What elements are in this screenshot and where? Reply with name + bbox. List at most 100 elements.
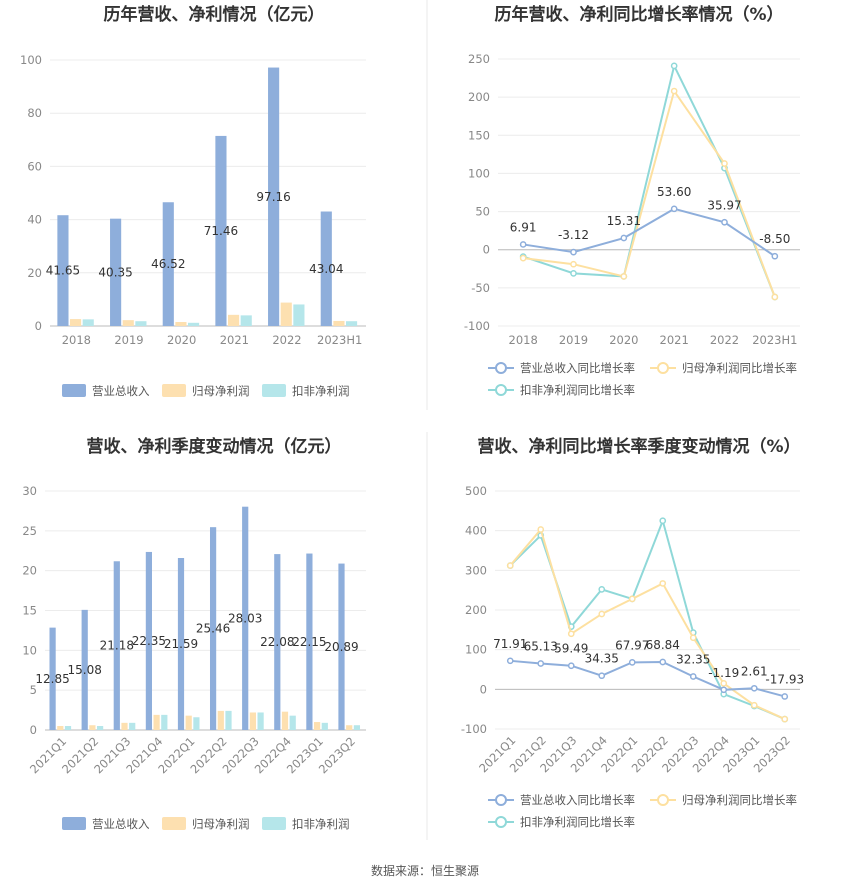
bar xyxy=(257,712,264,730)
series-line xyxy=(510,659,786,698)
chart-title-quarter-bar: 营收、净利季度变动情况（亿元） xyxy=(87,436,342,457)
chart-title-quarter-line: 营收、净利同比增长率季度变动情况（%） xyxy=(477,436,800,457)
x-tick-label: 2019 xyxy=(559,333,588,347)
point xyxy=(659,658,667,666)
legend-label: 营业总收入 xyxy=(92,384,150,398)
bar xyxy=(162,202,174,326)
legend-swatch xyxy=(162,384,186,397)
data-label: 43.04 xyxy=(309,262,343,276)
legend-label: 扣非净利润同比增长率 xyxy=(520,383,635,397)
data-label: 20.89 xyxy=(324,640,358,654)
bar xyxy=(289,715,296,730)
point xyxy=(659,580,667,587)
data-label: 59.49 xyxy=(554,642,588,656)
bar xyxy=(122,320,134,326)
data-label: 22.08 xyxy=(260,635,294,649)
y-tick-label: 0 xyxy=(483,243,490,257)
data-label: 2.61 xyxy=(741,664,768,678)
point xyxy=(689,634,697,642)
legend-marker xyxy=(495,816,507,828)
bar xyxy=(338,563,345,730)
y-tick-label: 0 xyxy=(35,319,42,333)
point xyxy=(519,241,527,248)
data-label: 21.18 xyxy=(100,639,134,653)
y-tick-label: 100 xyxy=(20,53,42,67)
legend-label: 归母净利润 xyxy=(192,384,250,398)
bar xyxy=(215,135,227,326)
y-tick-label: 30 xyxy=(22,484,37,498)
bar xyxy=(321,722,328,730)
series-line xyxy=(522,62,776,298)
data-label: 67.97 xyxy=(615,638,649,652)
legend-label: 扣非净利润同比增长率 xyxy=(520,815,635,829)
bar xyxy=(153,714,160,730)
bar xyxy=(81,609,88,730)
data-label: 68.84 xyxy=(646,638,680,652)
bar xyxy=(129,722,136,730)
point xyxy=(720,686,728,694)
bar xyxy=(49,627,56,730)
legend-quarter-bar: 营业总收入 归母净利润 扣非净利润 xyxy=(62,817,350,831)
legend-label: 归母净利润 xyxy=(192,817,250,831)
bar xyxy=(193,717,200,730)
x-tick-label: 2023H1 xyxy=(317,333,362,347)
bar xyxy=(346,725,353,730)
point xyxy=(567,630,575,638)
legend-swatch xyxy=(62,384,86,397)
data-label: 25.46 xyxy=(196,622,230,636)
y-tick-label: 200 xyxy=(468,90,490,104)
point xyxy=(570,260,577,268)
data-label: 34.35 xyxy=(585,652,619,666)
bar xyxy=(249,712,257,730)
data-label: 21.59 xyxy=(164,637,198,651)
data-label: 28.03 xyxy=(228,611,262,625)
bar xyxy=(70,319,82,326)
series-line xyxy=(523,207,776,258)
y-tick-label: 250 xyxy=(468,52,490,66)
legend-marker xyxy=(657,794,669,806)
legend-label: 归母净利润同比增长率 xyxy=(682,361,797,375)
point xyxy=(720,680,728,687)
x-tick-label: 2018 xyxy=(62,333,91,347)
legend-annual-bar: 营业总收入 归母净利润 扣非净利润 xyxy=(62,384,350,398)
data-label: 65.13 xyxy=(524,639,558,653)
point xyxy=(659,517,667,525)
bar xyxy=(82,319,94,326)
point xyxy=(771,252,779,260)
x-tick-label: 2020 xyxy=(609,333,638,347)
data-label: 15.31 xyxy=(607,214,641,228)
bar xyxy=(268,67,280,327)
legend-swatch xyxy=(262,384,286,397)
data-label: -3.12 xyxy=(558,228,589,242)
data-label: 15.08 xyxy=(68,663,102,677)
data-label: 12.85 xyxy=(35,672,69,686)
bar xyxy=(320,211,332,326)
point xyxy=(620,273,628,280)
y-tick-label: 0 xyxy=(30,723,37,737)
point xyxy=(567,662,575,670)
legend-label: 营业总收入同比增长率 xyxy=(520,793,635,807)
point xyxy=(519,254,527,262)
point xyxy=(506,562,514,569)
legend-label: 营业总收入同比增长率 xyxy=(520,361,635,375)
point xyxy=(506,657,514,665)
data-label: 32.35 xyxy=(676,653,710,667)
x-tick-label: 2019 xyxy=(114,333,143,347)
point xyxy=(721,160,728,167)
bar xyxy=(313,722,321,730)
y-tick-label: 25 xyxy=(22,524,37,538)
y-tick-label: 400 xyxy=(465,524,487,538)
legend-label: 扣非净利润 xyxy=(292,384,350,398)
bar xyxy=(89,725,96,730)
data-label: 22.15 xyxy=(292,635,326,649)
y-tick-label: -100 xyxy=(464,319,490,333)
bar xyxy=(57,215,69,326)
legend-swatch xyxy=(162,817,186,830)
annual-revenue-profit-bar-chart: 0 20 40 60 80 100 2018 2019 2020 2021 2022 2023H1 41… xyxy=(20,53,366,347)
y-tick-label: 80 xyxy=(27,106,42,120)
chart-title-annual-line: 历年营收、净利同比增长率情况（%） xyxy=(494,4,783,25)
data-label: 6.91 xyxy=(510,220,537,234)
x-tick-label: 2021 xyxy=(660,333,689,347)
point xyxy=(628,595,636,603)
